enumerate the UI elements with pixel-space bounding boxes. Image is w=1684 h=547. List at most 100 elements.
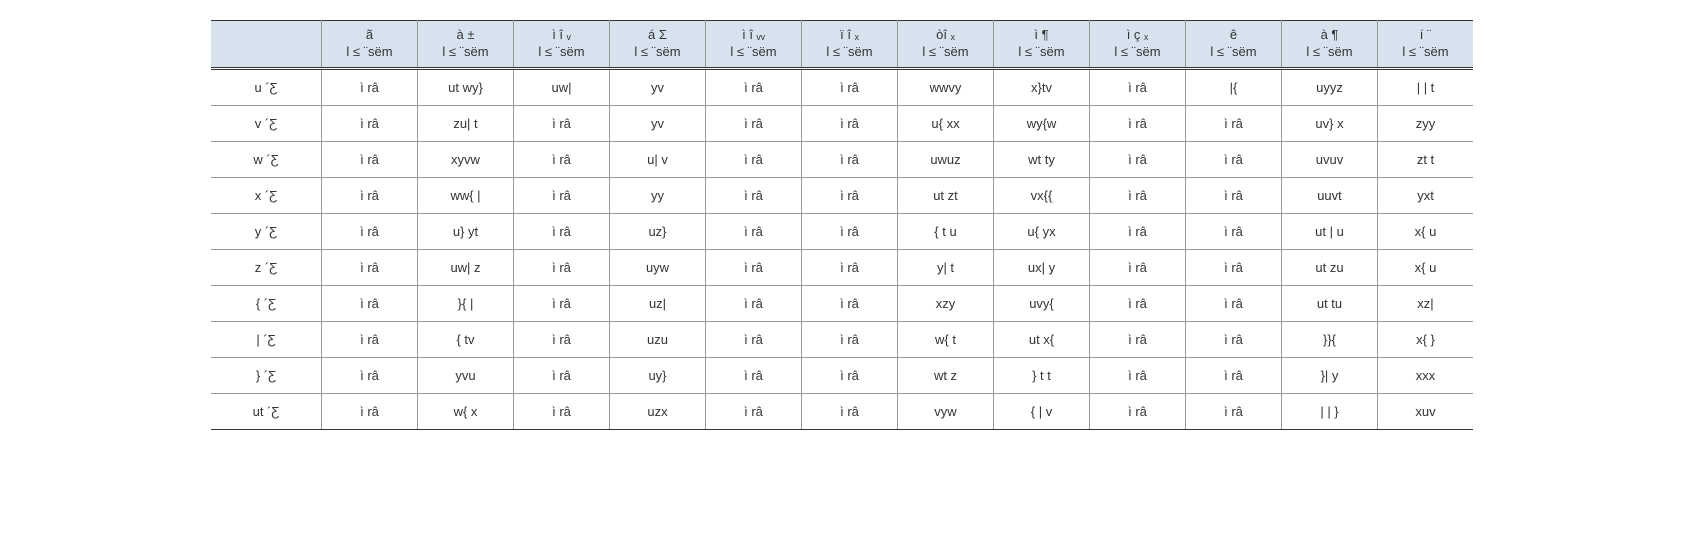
cell: uyw — [610, 249, 706, 285]
cell: ì râ — [802, 357, 898, 393]
cell: uw| — [514, 68, 610, 105]
cell: }}{ — [1282, 321, 1378, 357]
cell: zyy — [1378, 105, 1474, 141]
cell: uz| — [610, 285, 706, 321]
cell: ì râ — [322, 105, 418, 141]
cell: ut | u — [1282, 213, 1378, 249]
row-label: ut ´Ƹ — [211, 393, 322, 429]
table-row: u ´Ƹì râut wy}uw|yvì râì râwwvyx}tvì râ|… — [211, 68, 1473, 105]
cell: ì râ — [1186, 285, 1282, 321]
cell: }| y — [1282, 357, 1378, 393]
table-body: u ´Ƹì râut wy}uw|yvì râì râwwvyx}tvì râ|… — [211, 68, 1473, 429]
cell: ut x{ — [994, 321, 1090, 357]
header-line2: l ≤ ¨ѕёm — [428, 44, 503, 61]
cell: ì râ — [706, 321, 802, 357]
header-line1: à ¶ — [1292, 27, 1367, 44]
cell: ut zt — [898, 177, 994, 213]
header-col-6: ï î ₓl ≤ ¨ѕёm — [802, 21, 898, 69]
cell: ì râ — [706, 141, 802, 177]
cell: ut wy} — [418, 68, 514, 105]
cell: ì râ — [514, 285, 610, 321]
cell: u| v — [610, 141, 706, 177]
cell: ut zu — [1282, 249, 1378, 285]
cell: wwvy — [898, 68, 994, 105]
cell: xzy — [898, 285, 994, 321]
cell: ì râ — [706, 393, 802, 429]
cell: w{ x — [418, 393, 514, 429]
header-line1: ï î ₓ — [812, 27, 887, 44]
header-line1: á Σ — [620, 27, 695, 44]
header-col-9: ì ç ₓl ≤ ¨ѕёm — [1090, 21, 1186, 69]
row-label: z ´Ƹ — [211, 249, 322, 285]
cell: u{ yx — [994, 213, 1090, 249]
header-line2: l ≤ ¨ѕёm — [1292, 44, 1367, 61]
cell: ì râ — [706, 105, 802, 141]
cell: yvu — [418, 357, 514, 393]
cell: ww{ | — [418, 177, 514, 213]
table-row: | ´Ƹì râ{ tvì râuzuì râì râw{ tut x{ì râ… — [211, 321, 1473, 357]
cell: ì râ — [802, 321, 898, 357]
cell: y| t — [898, 249, 994, 285]
cell: wy{w — [994, 105, 1090, 141]
cell: x}tv — [994, 68, 1090, 105]
header-line1: ã — [332, 27, 407, 44]
header-col-4: á Σl ≤ ¨ѕёm — [610, 21, 706, 69]
cell: ì râ — [1186, 177, 1282, 213]
cell: ì râ — [322, 141, 418, 177]
header-line2: l ≤ ¨ѕёm — [1004, 44, 1079, 61]
cell: ì râ — [322, 177, 418, 213]
cell: |{ — [1186, 68, 1282, 105]
row-label: v ´Ƹ — [211, 105, 322, 141]
table-row: w ´Ƹì râxyvwì râu| vì râì râuwuzwt tyì r… — [211, 141, 1473, 177]
cell: ì râ — [1186, 357, 1282, 393]
cell: ì râ — [802, 393, 898, 429]
cell: ì râ — [514, 321, 610, 357]
cell: ì râ — [322, 213, 418, 249]
cell: ì râ — [1186, 213, 1282, 249]
header-line2: l ≤ ¨ѕёm — [620, 44, 695, 61]
cell: ì râ — [706, 249, 802, 285]
header-col-11: à ¶l ≤ ¨ѕёm — [1282, 21, 1378, 69]
cell: ì râ — [1090, 249, 1186, 285]
cell: ì râ — [514, 177, 610, 213]
cell: ì râ — [514, 393, 610, 429]
cell: ì râ — [706, 68, 802, 105]
header-line2: l ≤ ¨ѕёm — [908, 44, 983, 61]
cell: ì râ — [1090, 213, 1186, 249]
cell: uzu — [610, 321, 706, 357]
cell: uvuv — [1282, 141, 1378, 177]
cell: ì râ — [1090, 68, 1186, 105]
cell: uvy{ — [994, 285, 1090, 321]
row-label: } ´Ƹ — [211, 357, 322, 393]
cell: ì râ — [514, 249, 610, 285]
cell: ì râ — [322, 321, 418, 357]
cell: ì râ — [322, 357, 418, 393]
cell: ì râ — [706, 177, 802, 213]
cell: uw| z — [418, 249, 514, 285]
table-row: ut ´Ƹì râw{ xì râuzxì râì râvyw{ | vì râ… — [211, 393, 1473, 429]
cell: ì râ — [706, 213, 802, 249]
cell: ì râ — [802, 141, 898, 177]
cell: xz| — [1378, 285, 1474, 321]
header-line1: ì î ᵥ — [524, 27, 599, 44]
cell: ì râ — [706, 357, 802, 393]
row-label: x ´Ƹ — [211, 177, 322, 213]
cell: ì râ — [802, 177, 898, 213]
header-line1: í ¨ — [1388, 27, 1463, 44]
cell: ì râ — [802, 249, 898, 285]
cell: u{ xx — [898, 105, 994, 141]
cell: ì râ — [514, 357, 610, 393]
cell: yv — [610, 105, 706, 141]
cell: xuv — [1378, 393, 1474, 429]
header-line2: l ≤ ¨ѕёm — [332, 44, 407, 61]
cell: u} yt — [418, 213, 514, 249]
cell: zt t — [1378, 141, 1474, 177]
header-col-7: òî ₓl ≤ ¨ѕёm — [898, 21, 994, 69]
cell: ì râ — [802, 213, 898, 249]
header-col-2: à ±l ≤ ¨ѕёm — [418, 21, 514, 69]
cell: ì râ — [514, 105, 610, 141]
header-line1: ê — [1196, 27, 1271, 44]
cell: vx{{ — [994, 177, 1090, 213]
cell: uyyz — [1282, 68, 1378, 105]
cell: } t t — [994, 357, 1090, 393]
